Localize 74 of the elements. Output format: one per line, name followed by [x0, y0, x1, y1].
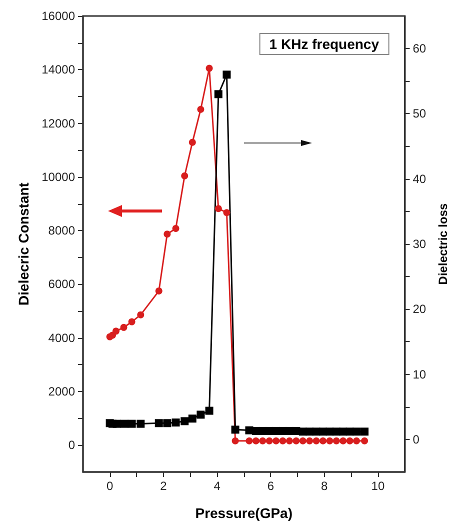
y-tick-label: 2000: [48, 384, 76, 399]
y-tick-label: 10000: [42, 170, 76, 184]
x-tick-label: 4: [214, 479, 221, 493]
x-tick-label: 2: [160, 479, 168, 493]
y-tick-label: 16000: [42, 9, 76, 23]
point: [112, 420, 121, 428]
annotation: 1 KHz frequency: [269, 36, 380, 52]
point: [188, 138, 196, 146]
y2-tick-label: 50: [412, 106, 426, 121]
x-axis-title: Pressure(GPa): [195, 505, 293, 521]
point: [286, 437, 293, 444]
point: [128, 318, 136, 326]
point: [352, 437, 360, 444]
point: [223, 209, 230, 216]
point: [279, 437, 286, 444]
y-tick-label: 6000: [48, 277, 76, 292]
y-tick-label: 4000: [48, 330, 76, 345]
point: [120, 420, 128, 428]
y-tick-label: 14000: [42, 62, 76, 77]
point: [232, 437, 239, 444]
point: [214, 90, 222, 98]
point: [137, 311, 144, 318]
point: [252, 437, 260, 444]
point: [214, 205, 222, 212]
x-tick-label: 0: [106, 479, 114, 493]
y-axis-title: Dielecric Constant: [16, 182, 32, 306]
point: [272, 437, 280, 444]
x-tick-label: 10: [371, 479, 385, 493]
point: [319, 437, 326, 444]
point: [246, 437, 253, 444]
point: [154, 419, 163, 428]
y-tick-label: 8000: [48, 224, 76, 238]
point: [136, 420, 145, 428]
point: [155, 287, 162, 294]
point: [326, 437, 334, 444]
point: [164, 230, 171, 238]
point: [231, 426, 240, 434]
point: [346, 437, 354, 444]
y2-tick-label: 0: [412, 432, 420, 446]
y-tick-label: 12000: [42, 116, 76, 130]
point: [196, 410, 205, 419]
point: [292, 437, 300, 444]
point: [299, 437, 306, 444]
point: [340, 437, 347, 444]
point: [222, 70, 231, 79]
point: [188, 414, 196, 423]
point: [205, 406, 214, 415]
point: [361, 437, 368, 444]
y2-tick-label: 10: [412, 367, 426, 382]
point: [112, 328, 120, 335]
point: [312, 437, 320, 444]
point: [197, 106, 204, 113]
y2-tick-label: 60: [412, 42, 426, 56]
point: [128, 420, 136, 428]
point: [180, 417, 189, 426]
y2-tick-label: 20: [412, 302, 426, 316]
y2-tick-label: 30: [412, 237, 426, 251]
point: [306, 437, 314, 444]
x-tick-label: 6: [267, 479, 274, 493]
point: [266, 437, 273, 444]
point: [172, 224, 180, 232]
y2-axis-title: Dielectric loss: [436, 202, 450, 285]
point: [163, 419, 172, 428]
point: [120, 324, 128, 331]
point: [172, 418, 180, 426]
y2-tick-label: 40: [412, 172, 426, 186]
point: [360, 428, 369, 436]
point: [259, 437, 266, 444]
point: [206, 64, 213, 72]
point: [181, 172, 188, 180]
y-tick-label: 0: [68, 438, 76, 452]
point: [332, 437, 340, 444]
x-tick-label: 8: [320, 479, 328, 493]
point: [352, 428, 360, 436]
